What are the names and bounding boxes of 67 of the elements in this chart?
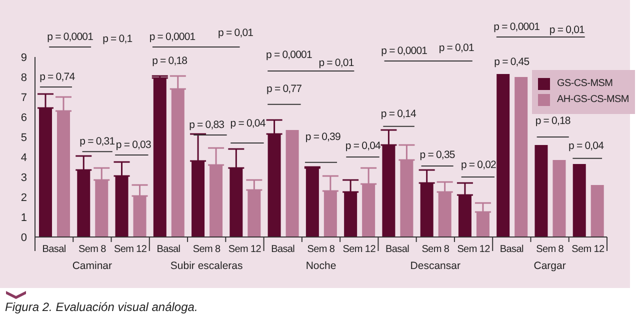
bar xyxy=(496,74,510,237)
bar xyxy=(514,77,528,237)
text: p = 0,01 xyxy=(218,26,254,39)
x-tick-label: Sem 12 xyxy=(457,244,491,256)
legend-label: AH-GS-CS-MSM xyxy=(557,93,629,107)
y-tick-label: 2 xyxy=(20,192,27,204)
x-tick-label: Basal xyxy=(156,244,180,256)
x-tick-label: Sem 12 xyxy=(572,244,605,256)
text: p = 0,0001 xyxy=(47,30,94,43)
x-tick-label: Sem 8 xyxy=(422,244,450,256)
x-tick-label: Sem 8 xyxy=(307,244,336,256)
text: Caminar xyxy=(72,260,113,272)
annotation: p = 0,02 xyxy=(460,159,497,172)
x-tick-label: Sem 12 xyxy=(228,244,262,256)
y-tick-label: 0 xyxy=(20,232,27,244)
y-tick-label: 3 xyxy=(20,172,27,184)
x-tick-label: Sem 8 xyxy=(78,244,107,256)
y-tick-label: 8 xyxy=(20,72,27,84)
y-tick-label: 1 xyxy=(20,212,27,224)
text: p = 0,0001 xyxy=(149,30,196,43)
annotation: p = 0,0001 xyxy=(266,48,312,61)
bar xyxy=(153,78,166,237)
legend-label: GS-CS-MSM xyxy=(557,77,613,91)
text: Descansar xyxy=(410,260,461,272)
x-tick-label: Basal xyxy=(500,244,524,256)
annotation: p = 0,39 xyxy=(305,130,341,143)
x-tick-label: Sem 12 xyxy=(342,244,376,256)
text: Cargar xyxy=(534,260,566,272)
text: p = 0,0001 xyxy=(381,44,428,57)
x-tick-label: Sem 8 xyxy=(192,244,222,256)
x-tick-label: Sem 12 xyxy=(114,244,148,256)
text: Noche xyxy=(306,260,336,272)
annotation: p = 0,31 xyxy=(80,135,116,148)
x-tick-label: Basal xyxy=(386,244,410,256)
text: p = 0,0001 xyxy=(494,20,540,33)
annotation: p = 0,04 xyxy=(230,117,266,130)
y-tick-label: 4 xyxy=(20,152,27,164)
annotation: p = 0,83 xyxy=(189,118,225,131)
annotation: p = 0,14 xyxy=(380,108,416,120)
bar xyxy=(552,160,566,237)
y-tick-label: 9 xyxy=(20,52,27,64)
bar xyxy=(572,164,586,237)
text: Figura 2. Evaluación visual análoga. xyxy=(5,300,198,314)
bar xyxy=(534,145,548,237)
annotation: p = 0,01 xyxy=(318,56,354,69)
text: p = 0,1 xyxy=(102,32,133,45)
x-tick-label: Sem 8 xyxy=(536,244,564,256)
annotation: p = 0,18 xyxy=(535,114,571,127)
bar xyxy=(286,130,299,237)
x-tick-label: Basal xyxy=(42,244,66,256)
y-tick-label: 6 xyxy=(20,112,27,124)
annotation: p = 0,04 xyxy=(568,140,604,152)
text: p = 0,01 xyxy=(438,42,474,54)
text: p = 0,01 xyxy=(549,24,586,36)
annotation: p = 0,04 xyxy=(345,140,382,152)
annotation: p = 0,18 xyxy=(152,55,188,68)
annotation: p = 0,74 xyxy=(40,70,76,83)
annotation: p = 0,03 xyxy=(116,138,152,151)
x-tick-label: Basal xyxy=(271,244,295,256)
bar xyxy=(306,168,319,237)
annotation: p = 0,35 xyxy=(420,148,456,161)
y-tick-label: 7 xyxy=(20,92,27,104)
annotation: p = 0,45 xyxy=(494,56,530,68)
y-tick-label: 5 xyxy=(20,132,27,144)
bar xyxy=(590,185,604,237)
annotation: p = 0,77 xyxy=(266,82,302,95)
text: Subir escaleras xyxy=(170,260,243,272)
